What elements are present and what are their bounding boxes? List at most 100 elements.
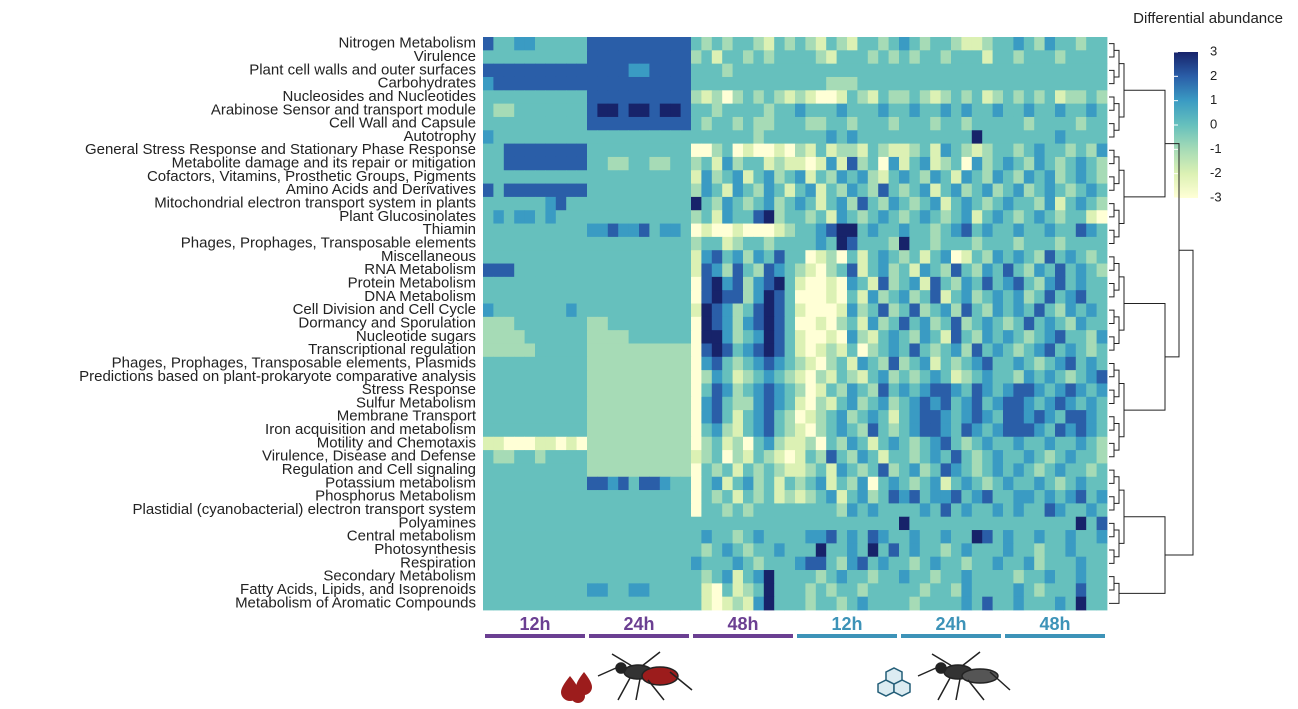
heat-cell [555,90,567,105]
heat-cell [535,37,546,51]
heat-cell [566,383,577,398]
dendrogram-branch [1119,276,1125,331]
heat-cell [535,570,546,584]
dendrogram-branch [1109,96,1115,111]
heat-cell [555,476,567,491]
heat-cell [951,516,962,531]
heat-cell [774,116,785,131]
heat-cell [951,423,962,438]
heat-cell [1096,383,1108,398]
heat-cell [857,516,869,531]
heat-cell [805,37,817,51]
heat-cell [1013,103,1025,118]
heat-cell [628,423,640,438]
heat-cell [743,543,754,558]
heat-cell [992,130,1004,145]
heat-cell [951,210,962,224]
heat-cell [847,516,858,531]
heat-cell [795,263,806,278]
heat-cell [971,436,983,451]
heat-cell [888,570,900,584]
heat-cell [1044,183,1056,198]
heat-cell [971,90,983,105]
heat-cell [576,330,588,344]
heat-cell [888,116,900,131]
heat-cell [815,183,827,198]
heat-cell [1034,116,1045,131]
heat-cell [566,450,577,464]
heat-cell [732,223,744,238]
dendrogram-branch [1109,203,1115,218]
heat-cell [909,556,921,571]
heat-cell [1044,543,1056,558]
heat-cell [857,330,869,344]
heat-cell [701,516,713,531]
heat-cell [483,583,494,598]
heat-cell [618,343,629,358]
heat-cell [659,503,671,518]
heat-cell [680,316,692,331]
heat-cell [1003,490,1014,504]
heat-cell [992,596,1004,611]
colorbar-tick-label: 1 [1210,92,1217,107]
heat-cell [888,516,900,531]
heat-cell [826,450,837,464]
heat-cell [1086,543,1097,558]
dendrogram-branch [1109,549,1115,564]
heat-cell [732,143,744,158]
heat-cell [815,436,827,451]
heat-cell [1003,50,1014,65]
heat-cell [587,423,598,438]
heat-cell [659,570,671,584]
heat-cell [992,103,1004,118]
heat-cell [576,196,588,211]
heat-cell [722,130,733,145]
heat-cell [659,223,671,238]
heat-cell [576,263,588,278]
heat-cell [795,556,806,571]
heat-cell [514,596,525,611]
heat-cell [639,263,650,278]
row-label: Motility and Chemotaxis [317,434,476,451]
heat-cell [961,583,973,598]
heat-cell [711,516,723,531]
heat-cell [483,436,494,451]
heat-cell [691,130,702,145]
heat-cell [680,543,692,558]
heat-cell [711,290,723,304]
heat-cell [691,276,702,291]
heat-cell [1044,236,1056,251]
heat-cell [836,396,848,411]
heat-cell [607,490,619,504]
heat-cell [888,37,900,51]
heat-cell [1044,156,1056,171]
heat-cell [701,210,713,224]
heat-cell [670,503,681,518]
heat-cell [1055,290,1066,304]
heat-cell [1003,476,1014,491]
heat-cell [1086,516,1097,531]
heat-cell [992,450,1004,464]
heat-cell [659,370,671,384]
heat-cell [639,156,650,171]
heat-cell [639,143,650,158]
heat-cell [566,50,577,65]
heat-cell [545,370,557,384]
dendrogram-branch [1114,49,1120,78]
heat-cell [701,290,713,304]
heat-cell [847,476,858,491]
heat-cell [639,290,650,304]
heat-cell [1003,463,1014,478]
heat-cell [763,303,775,318]
heat-cell [867,303,879,318]
heat-cell [576,476,588,491]
heat-cell [1013,450,1025,464]
heat-cell [971,183,983,198]
heat-cell [545,130,557,145]
heat-cell [711,356,723,371]
heat-cell [878,343,889,358]
heat-cell [774,63,785,78]
heat-cell [847,410,858,424]
heat-cell [649,370,661,384]
heat-cell [503,396,515,411]
